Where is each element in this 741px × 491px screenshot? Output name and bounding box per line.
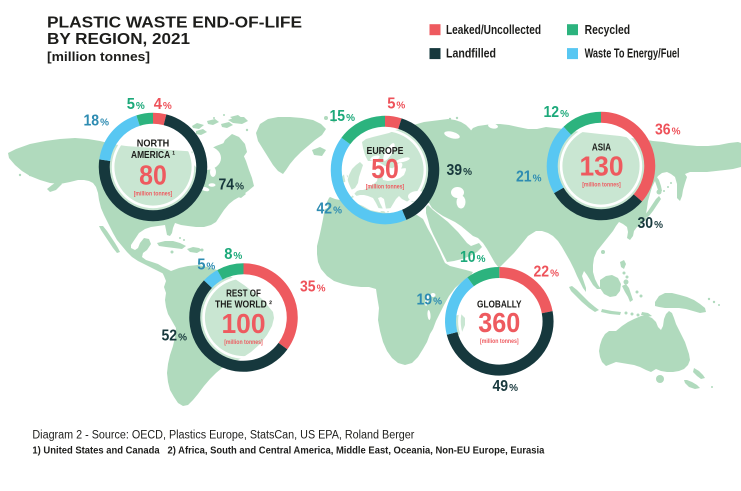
svg-text:49: 49 <box>493 378 509 395</box>
svg-text:PLASTIC WASTE END-OF-LIFE: PLASTIC WASTE END-OF-LIFE <box>47 15 302 32</box>
svg-text:Recycled: Recycled <box>585 23 631 37</box>
svg-text:[million tonnes]: [million tonnes] <box>224 339 263 346</box>
svg-text:360: 360 <box>478 307 520 338</box>
svg-text:35: 35 <box>300 279 316 296</box>
svg-text:%: % <box>333 206 342 217</box>
svg-text:GLOBALLY: GLOBALLY <box>477 299 522 310</box>
svg-text:%: % <box>560 109 569 120</box>
svg-text:%: % <box>477 254 486 265</box>
svg-text:%: % <box>509 383 518 394</box>
svg-text:5: 5 <box>127 96 135 113</box>
svg-text:30: 30 <box>638 215 654 232</box>
svg-text:%: % <box>396 100 405 111</box>
svg-text:EUROPE: EUROPE <box>367 146 404 157</box>
svg-text:%: % <box>550 269 559 280</box>
svg-text:18: 18 <box>84 113 100 130</box>
svg-text:4: 4 <box>154 96 162 113</box>
svg-text:[million tonnes]: [million tonnes] <box>366 184 405 191</box>
svg-text:42: 42 <box>317 201 333 218</box>
svg-text:22: 22 <box>534 264 550 281</box>
svg-text:%: % <box>317 284 326 295</box>
svg-text:15: 15 <box>330 108 346 125</box>
svg-text:%: % <box>206 262 215 273</box>
svg-text:%: % <box>233 251 242 262</box>
svg-text:1) United States and Canada: 1) United States and Canada 2) Africa, S… <box>32 446 544 457</box>
svg-text:74: 74 <box>219 177 235 194</box>
svg-text:REST OF: REST OF <box>226 289 261 300</box>
svg-text:10: 10 <box>460 249 476 266</box>
svg-text:%: % <box>100 118 109 129</box>
svg-text:THE WORLD ²: THE WORLD ² <box>215 299 273 310</box>
svg-text:%: % <box>433 297 442 308</box>
svg-text:BY REGION, 2021: BY REGION, 2021 <box>47 31 190 48</box>
svg-text:12: 12 <box>544 104 560 121</box>
svg-text:5: 5 <box>197 257 205 274</box>
svg-text:[million tonnes]: [million tonnes] <box>582 182 621 189</box>
svg-text:%: % <box>235 182 244 193</box>
svg-text:%: % <box>654 220 663 231</box>
svg-text:%: % <box>136 101 145 112</box>
svg-text:[million tonnes]: [million tonnes] <box>134 191 173 198</box>
svg-text:Leaked/Uncollected: Leaked/Uncollected <box>446 23 541 37</box>
svg-text:ASIA: ASIA <box>592 143 612 154</box>
svg-text:130: 130 <box>580 150 624 181</box>
svg-text:%: % <box>533 174 542 185</box>
svg-text:19: 19 <box>417 292 433 309</box>
svg-text:36: 36 <box>655 122 671 139</box>
svg-text:%: % <box>346 113 355 124</box>
svg-text:AMERICA ¹: AMERICA ¹ <box>131 150 175 161</box>
svg-text:%: % <box>463 167 472 178</box>
svg-text:[million tonnes]: [million tonnes] <box>480 338 519 345</box>
svg-text:%: % <box>178 333 187 344</box>
svg-text:80: 80 <box>139 160 167 191</box>
svg-text:Landfilled: Landfilled <box>446 47 496 61</box>
svg-text:Diagram 2 - Source: OECD, Plas: Diagram 2 - Source: OECD, Plastics Europ… <box>32 429 414 441</box>
svg-text:50: 50 <box>371 153 399 184</box>
svg-text:Waste To Energy/Fuel: Waste To Energy/Fuel <box>585 47 680 61</box>
svg-text:21: 21 <box>516 169 532 186</box>
svg-text:5: 5 <box>387 95 395 112</box>
svg-text:%: % <box>163 101 172 112</box>
svg-text:8: 8 <box>224 246 232 263</box>
svg-text:39: 39 <box>447 162 463 179</box>
svg-text:52: 52 <box>162 328 178 345</box>
svg-text:NORTH: NORTH <box>137 139 170 150</box>
svg-text:100: 100 <box>222 308 266 339</box>
svg-text:%: % <box>672 127 681 138</box>
svg-text:[million tonnes]: [million tonnes] <box>47 49 150 64</box>
